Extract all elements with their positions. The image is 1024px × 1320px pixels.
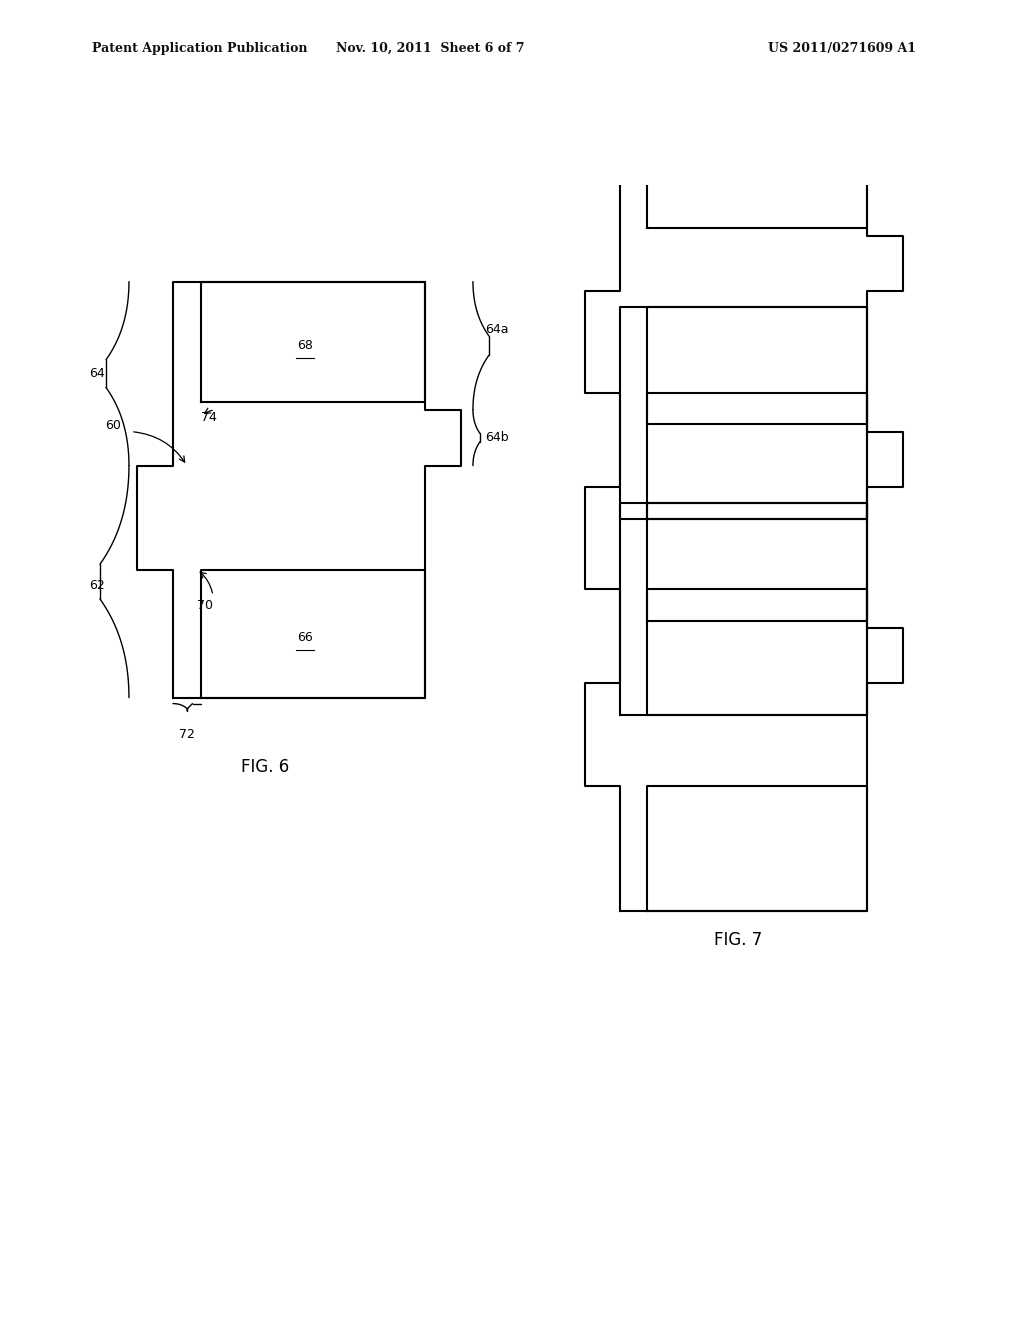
Polygon shape [647,110,867,228]
Text: FIG. 6: FIG. 6 [241,758,289,776]
Polygon shape [585,306,902,715]
Polygon shape [647,589,867,715]
Text: 64a: 64a [485,323,509,337]
Polygon shape [647,785,867,911]
Text: Patent Application Publication: Patent Application Publication [92,42,307,55]
Polygon shape [137,281,461,697]
Polygon shape [585,503,902,911]
Polygon shape [647,306,867,424]
Text: 68: 68 [297,339,313,352]
Text: 64b: 64b [485,432,509,444]
Text: Nov. 10, 2011  Sheet 6 of 7: Nov. 10, 2011 Sheet 6 of 7 [336,42,524,55]
Text: 60: 60 [105,418,121,432]
Polygon shape [585,110,902,519]
Polygon shape [647,393,867,519]
Polygon shape [201,570,425,697]
Polygon shape [647,503,867,620]
Text: FIG. 7: FIG. 7 [714,931,762,949]
Text: 70: 70 [197,599,213,612]
Polygon shape [201,281,425,401]
Text: US 2011/0271609 A1: US 2011/0271609 A1 [768,42,916,55]
Text: 72: 72 [179,727,195,741]
Text: 66: 66 [297,631,313,644]
Text: 62: 62 [89,579,105,593]
Text: 74: 74 [201,411,217,424]
Text: 64: 64 [89,367,105,380]
